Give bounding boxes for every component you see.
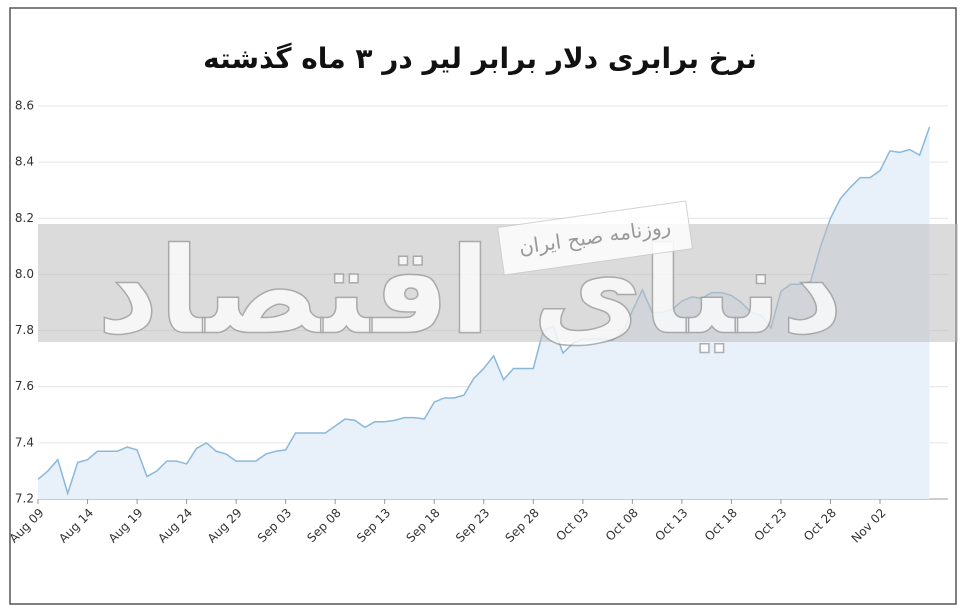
y-tick-label: 8.6 [15,99,34,113]
y-tick-label: 8.0 [15,267,34,281]
y-tick-label: 7.8 [15,323,34,337]
watermark-box [497,200,693,276]
y-tick-label: 7.2 [15,492,34,506]
watermark-band [38,224,958,342]
watermark: دنیای اقتصاد روزنامه صبح ایران [38,200,958,362]
watermark-logo: دنیای اقتصاد [97,223,843,362]
y-tick-label: 7.6 [15,379,34,393]
chart-title: نرخ برابری دلار برابر لیر در ۳ ماه گذشته [203,42,757,75]
y-tick-label: 7.4 [15,435,34,449]
y-tick-label: 8.4 [15,155,34,169]
area [38,127,930,499]
y-tick-label: 8.2 [15,211,34,225]
